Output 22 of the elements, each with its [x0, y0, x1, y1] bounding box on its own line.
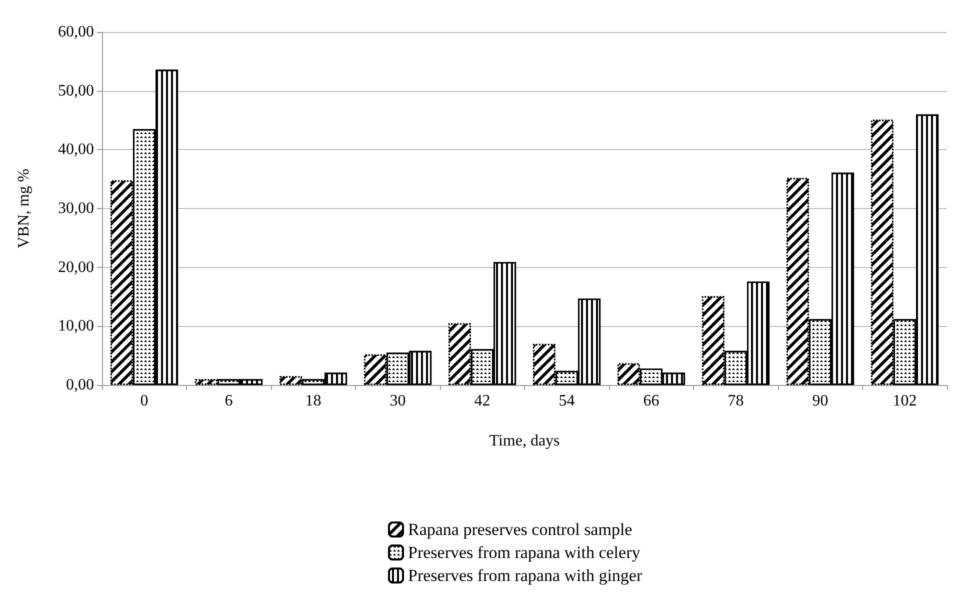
y-tick-label: 50,00	[58, 82, 94, 100]
legend-label: Preserves from rapana with ginger	[408, 566, 642, 585]
x-tick-label: 42	[474, 392, 490, 410]
x-tick-label: 6	[224, 392, 233, 410]
legend-label: Rapana preserves control sample	[408, 520, 632, 539]
y-tick-label: 20,00	[58, 258, 94, 276]
x-axis-title: Time, days	[489, 432, 560, 450]
y-tick-label: 40,00	[58, 141, 94, 158]
x-tick-label: 102	[892, 392, 917, 410]
y-tick-label: 0,00	[66, 376, 94, 394]
x-tick-label: 54	[558, 392, 575, 410]
legend-label: Preserves from rapana with celery	[408, 543, 641, 562]
y-tick-label: 30,00	[58, 200, 94, 217]
x-tick-label: 90	[812, 392, 828, 410]
x-tick-label: 0	[140, 392, 148, 410]
x-tick-label: 18	[305, 392, 322, 410]
x-tick-label: 66	[643, 392, 660, 410]
y-axis-title: VBN, mg %	[16, 168, 32, 248]
x-tick-label: 78	[728, 392, 744, 410]
y-tick-label: 10,00	[58, 318, 94, 335]
y-tick-label: 60,00	[58, 24, 94, 40]
x-tick-label: 30	[390, 392, 406, 410]
